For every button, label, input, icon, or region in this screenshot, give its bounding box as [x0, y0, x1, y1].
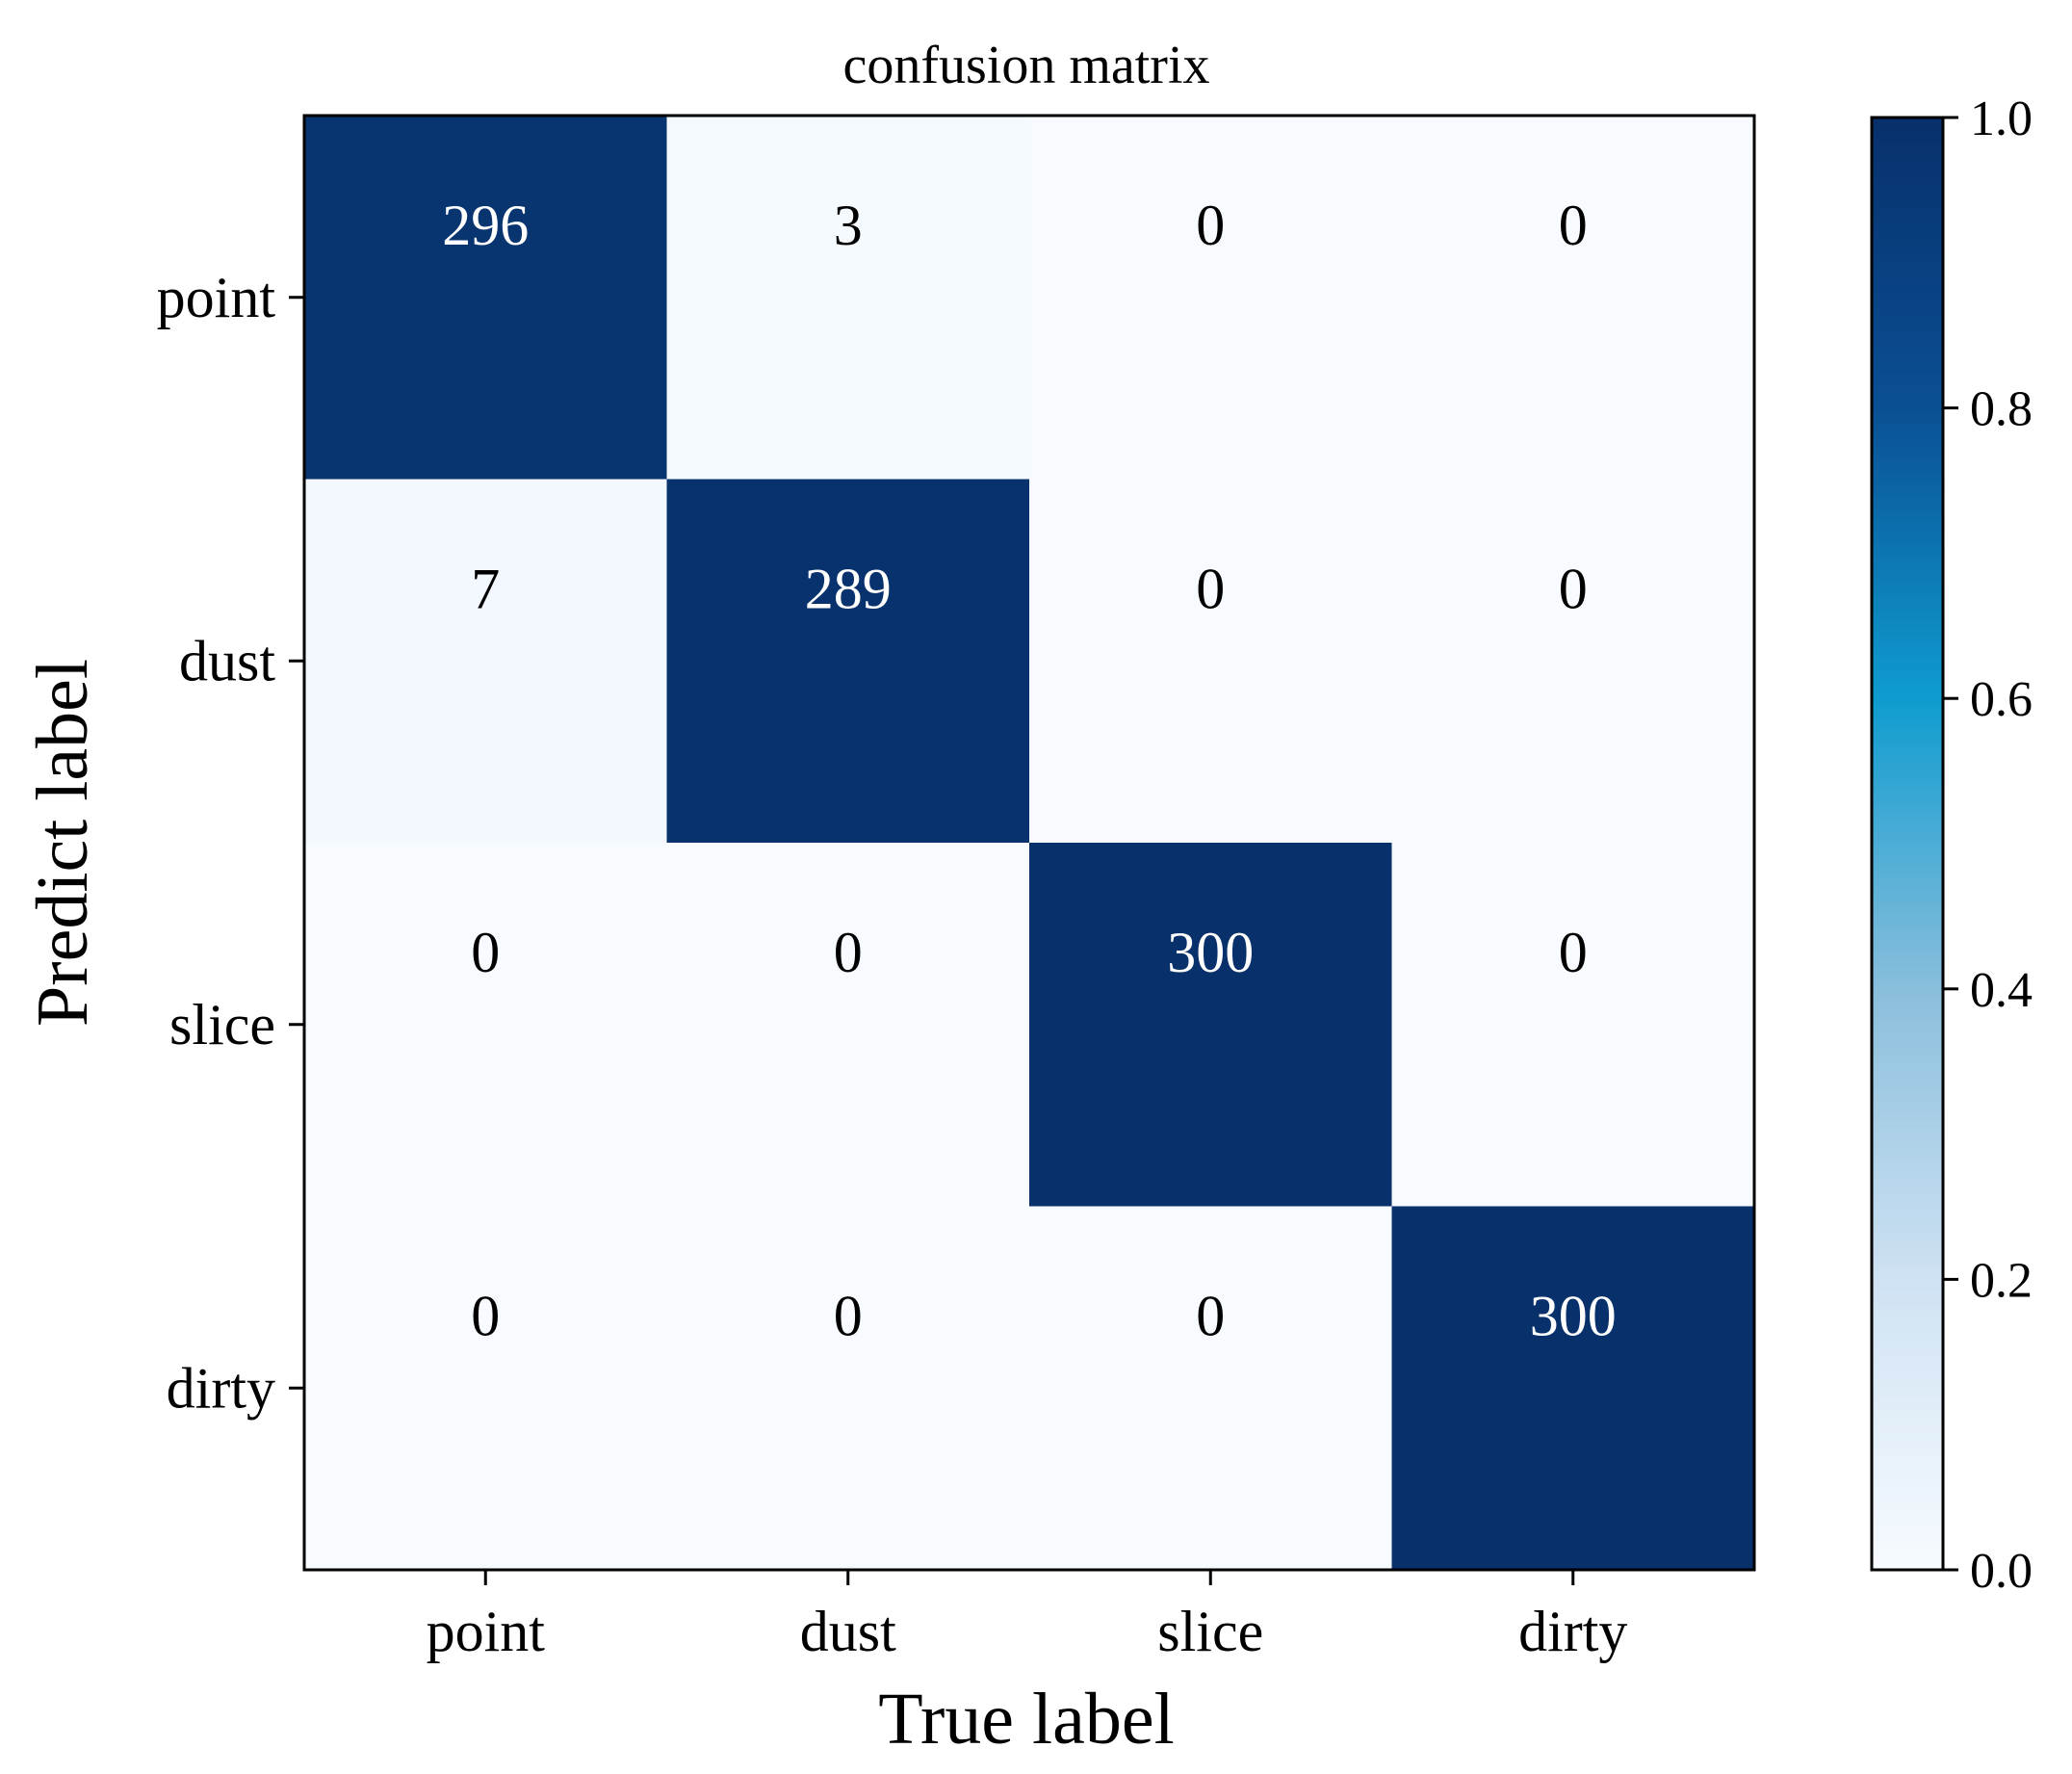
- y-tick-label: point: [157, 266, 276, 329]
- y-axis-label: Predict label: [22, 659, 103, 1027]
- heatmap-cell: [1029, 116, 1392, 480]
- heatmap-cell: [666, 479, 1030, 844]
- cell-value-label: 7: [471, 558, 500, 621]
- x-tick-label: slice: [1157, 1600, 1263, 1663]
- colorbar-tick-label: 0.4: [1970, 963, 2033, 1018]
- y-axis-ticks: point dust slice dirty: [157, 266, 304, 1420]
- colorbar-tick-label: 0.6: [1970, 672, 2033, 727]
- heatmap-cell: [304, 1206, 667, 1571]
- chart-title: confusion matrix: [842, 36, 1209, 95]
- heatmap-cell: [1391, 116, 1755, 480]
- cell-value-label: 0: [1559, 921, 1588, 984]
- x-tick-label: dust: [800, 1600, 896, 1663]
- y-tick-label: dirty: [167, 1356, 275, 1420]
- heatmap-cell: [1391, 479, 1755, 844]
- heatmap-cell: [304, 479, 667, 844]
- colorbar-ticks: 0.0 0.2 0.4 0.6 0.8 1.0: [1943, 91, 2033, 1599]
- cell-value-label: 0: [1559, 194, 1588, 257]
- heatmap-cell: [1029, 479, 1392, 844]
- heatmap-cell: [304, 116, 667, 480]
- plot-frame: [302, 114, 1756, 1572]
- colorbar-tick-label: 0.0: [1970, 1544, 2033, 1599]
- colorbar-tick-label: 0.8: [1970, 382, 2033, 437]
- x-tick-label: point: [427, 1600, 546, 1663]
- cell-value-label: 300: [1167, 921, 1254, 984]
- cell-value-label: 296: [442, 194, 529, 257]
- cell-value-label: 0: [471, 1285, 500, 1348]
- heatmap-cells: [304, 116, 1755, 1571]
- heatmap-cell: [1029, 1206, 1392, 1571]
- heatmap-cell-labels: 296 3 0 07 289 0 00 0 300 00 0 0 300: [442, 194, 1617, 1348]
- heatmap-cell: [666, 843, 1030, 1207]
- x-tick-label: dirty: [1518, 1600, 1627, 1663]
- heatmap-cell: [666, 116, 1030, 480]
- y-tick-label: dust: [179, 629, 275, 692]
- heatmap-cell: [304, 843, 667, 1207]
- x-axis-ticks: point dust slice dirty: [427, 1570, 1627, 1663]
- heatmap-cell: [1391, 843, 1755, 1207]
- cell-value-label: 0: [1196, 194, 1225, 257]
- cell-value-label: 289: [805, 558, 892, 621]
- heatmap-cell: [1029, 843, 1392, 1207]
- y-tick-label: slice: [169, 993, 275, 1057]
- heatmap-cell: [666, 1206, 1030, 1571]
- cell-value-label: 0: [471, 921, 500, 984]
- cell-value-label: 0: [834, 921, 863, 984]
- cell-value-label: 0: [1559, 558, 1588, 621]
- cell-value-label: 0: [834, 1285, 863, 1348]
- cell-value-label: 3: [834, 194, 863, 257]
- colorbar-tick-label: 1.0: [1970, 91, 2033, 146]
- heatmap-cell: [1391, 1206, 1755, 1571]
- cell-value-label: 0: [1196, 558, 1225, 621]
- cell-value-label: 0: [1196, 1285, 1225, 1348]
- colorbar: [1870, 116, 1945, 1572]
- cell-value-label: 300: [1530, 1285, 1617, 1348]
- colorbar-tick-label: 0.2: [1970, 1253, 2033, 1308]
- x-axis-label: True label: [878, 1679, 1175, 1760]
